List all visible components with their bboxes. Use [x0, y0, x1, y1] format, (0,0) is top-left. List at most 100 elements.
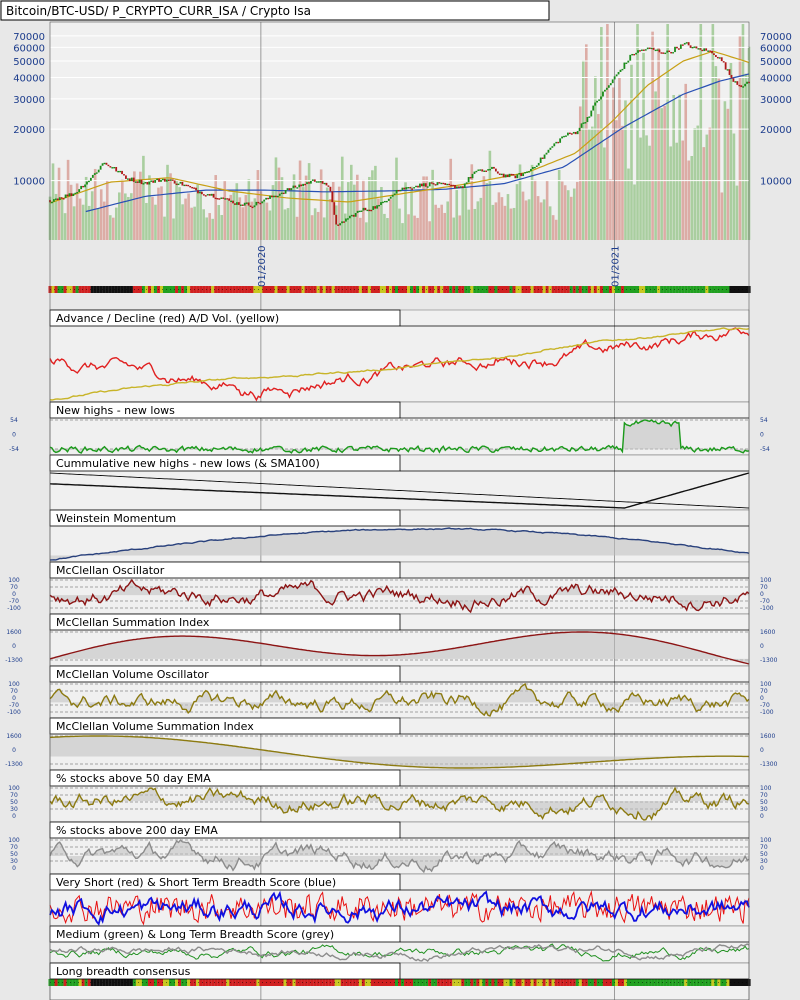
price-candle — [567, 132, 569, 136]
consensus-stripe-bottom — [111, 979, 115, 986]
consensus-stripe-top — [678, 286, 682, 293]
volume-bar — [114, 207, 118, 240]
consensus-stripe-bottom — [398, 979, 402, 986]
price-candle — [121, 170, 123, 175]
price-candle — [128, 178, 131, 182]
consensus-stripe-bottom — [666, 979, 670, 986]
consensus-stripe-bottom — [370, 979, 374, 986]
price-candle — [310, 180, 312, 184]
volume-bar — [232, 192, 236, 240]
volume-bar — [148, 175, 151, 240]
consensus-stripe-top — [271, 286, 275, 293]
price-candle — [239, 204, 242, 206]
price-candle — [319, 181, 322, 183]
price-candle — [641, 49, 643, 51]
price-candle — [378, 204, 380, 207]
consensus-stripe-bottom — [452, 979, 456, 986]
price-candle — [185, 184, 188, 187]
price-candle — [232, 200, 234, 204]
price-candle — [111, 167, 114, 169]
volume-bar — [163, 216, 166, 240]
consensus-stripe-bottom — [138, 979, 142, 986]
consensus-stripe-bottom — [503, 979, 507, 986]
consensus-stripe-top — [214, 286, 218, 293]
consensus-stripe-top — [551, 286, 555, 293]
volume-bar — [476, 201, 480, 240]
price-candle — [730, 74, 733, 79]
volume-bar — [425, 176, 428, 240]
price-candle — [64, 194, 67, 199]
price-candle — [313, 179, 316, 182]
volume-bar — [60, 198, 64, 240]
volume-bar — [434, 204, 437, 240]
price-candle — [68, 193, 71, 197]
consensus-stripe-bottom — [509, 979, 513, 986]
price-candle — [674, 46, 676, 53]
price-candle — [214, 197, 217, 200]
consensus-stripe-bottom — [382, 979, 387, 986]
price-candle — [107, 164, 110, 167]
panel-tick-right: 1600 — [760, 733, 775, 740]
volume-bar — [139, 171, 142, 240]
price-candle — [537, 162, 540, 166]
price-candle — [666, 50, 669, 53]
price-candle — [411, 188, 414, 190]
price-candle — [308, 182, 310, 184]
price-candle — [58, 197, 61, 201]
consensus-stripe-top — [672, 286, 676, 293]
consensus-stripe-bottom — [211, 979, 215, 986]
volume-bar — [732, 133, 736, 240]
price-candle — [553, 143, 556, 147]
price-candle — [393, 193, 396, 195]
panel-tick-left: 70 — [10, 792, 18, 799]
price-candle — [493, 166, 495, 169]
volume-bar — [527, 199, 531, 240]
consensus-stripe-bottom — [479, 979, 483, 986]
price-candle — [654, 49, 657, 52]
panel-tick-right: 70 — [760, 688, 768, 695]
consensus-stripe-bottom — [720, 979, 724, 986]
price-candle — [623, 62, 626, 69]
main-title-box — [0, 0, 550, 21]
consensus-stripe-bottom — [172, 979, 176, 986]
price-candle — [259, 202, 262, 205]
consensus-stripe-top — [455, 286, 459, 293]
consensus-stripe-bottom — [455, 979, 459, 986]
price-tick-left: 30000 — [13, 95, 45, 106]
consensus-stripe-bottom — [283, 979, 287, 986]
consensus-stripe-bottom — [551, 979, 555, 986]
price-candle — [644, 49, 647, 51]
consensus-stripe-top — [385, 286, 390, 293]
volume-bar — [87, 205, 91, 240]
price-candle — [343, 221, 345, 223]
volume-bar — [69, 184, 73, 240]
consensus-stripe-bottom — [428, 979, 432, 986]
consensus-stripe-top — [545, 286, 549, 293]
price-candle — [662, 52, 665, 54]
consensus-stripe-top — [87, 286, 91, 293]
volume-bar — [289, 190, 293, 240]
volume-bar — [398, 208, 401, 240]
consensus-stripe-bottom — [464, 979, 468, 986]
volume-bar — [687, 160, 691, 240]
consensus-stripe-top — [651, 286, 655, 293]
volume-bar — [145, 202, 148, 240]
consensus-stripe-top — [141, 286, 146, 293]
panel-title: Medium (green) & Long Term Breadth Score… — [56, 928, 334, 941]
consensus-stripe-top — [382, 286, 387, 293]
price-candle — [383, 200, 386, 203]
volume-bar — [365, 222, 368, 240]
consensus-stripe-top — [434, 286, 438, 293]
volume-bar — [578, 106, 582, 240]
volume-bar — [117, 192, 121, 240]
consensus-stripe-top — [476, 286, 480, 293]
price-candle — [193, 187, 195, 189]
consensus-stripe-top — [515, 286, 519, 293]
volume-bar — [154, 204, 157, 240]
consensus-stripe-bottom — [159, 979, 164, 986]
consensus-stripe-bottom — [274, 979, 278, 986]
consensus-stripe-bottom — [75, 979, 79, 986]
price-candle — [574, 131, 577, 135]
panel-tick-left: 0 — [12, 747, 16, 754]
